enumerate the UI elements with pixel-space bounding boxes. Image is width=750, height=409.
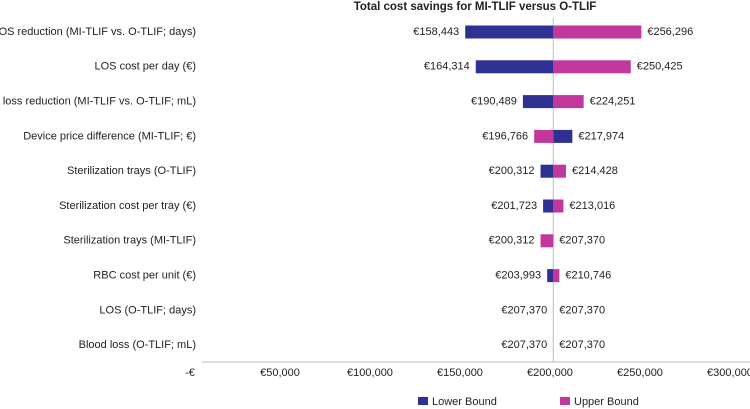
- legend-label: Lower Bound: [432, 396, 497, 408]
- category-label: LOS reduction (MI-TLIF vs. O-TLIF; days): [0, 26, 196, 38]
- bar: [553, 25, 642, 39]
- category-label: Sterilization trays (MI-TLIF): [63, 235, 196, 247]
- x-tick-label: €150,000: [437, 367, 483, 379]
- data-label: €158,443: [413, 26, 459, 38]
- bar: [553, 164, 566, 178]
- data-label: €203,993: [495, 270, 541, 282]
- data-label: €250,425: [637, 61, 683, 73]
- bar: [540, 234, 554, 248]
- bar: [553, 95, 584, 109]
- x-tick-label: €300,000: [707, 367, 750, 379]
- bar: [553, 129, 573, 143]
- category-label: RBC cost per unit (€): [93, 270, 196, 282]
- legend-label: Upper Bound: [574, 396, 639, 408]
- bar: [553, 60, 631, 74]
- category-label: Sterilization trays (O-TLIF): [67, 165, 196, 177]
- legend-swatch: [418, 397, 428, 405]
- data-label: €207,370: [559, 339, 605, 351]
- data-label: €196,766: [482, 130, 528, 142]
- legend-swatch: [560, 397, 570, 405]
- bar: [522, 95, 554, 109]
- data-label: €224,251: [590, 96, 636, 108]
- bar: [540, 164, 554, 178]
- bar: [543, 199, 554, 213]
- x-tick-label: €250,000: [617, 367, 663, 379]
- data-label: €217,974: [578, 130, 624, 142]
- category-label: Sterilization cost per tray (€): [59, 200, 196, 212]
- category-label: LOS (O-TLIF; days): [99, 304, 196, 316]
- bar: [547, 269, 554, 283]
- category-label: Blood loss reduction (MI-TLIF vs. O-TLIF…: [0, 96, 196, 108]
- data-label: €200,312: [489, 235, 535, 247]
- x-tick-label: -€: [185, 367, 195, 379]
- bar: [465, 25, 554, 39]
- data-label: €207,370: [559, 235, 605, 247]
- bar: [475, 60, 554, 74]
- data-label: €207,370: [559, 304, 605, 316]
- data-label: €164,314: [424, 61, 470, 73]
- data-label: €256,296: [647, 26, 693, 38]
- data-label: €200,312: [489, 165, 535, 177]
- bar: [553, 269, 560, 283]
- data-label: €207,370: [501, 339, 547, 351]
- category-label: LOS cost per day (€): [95, 61, 197, 73]
- data-label: €190,489: [471, 96, 517, 108]
- x-tick-label: €200,000: [527, 367, 573, 379]
- bar: [534, 129, 554, 143]
- data-label: €213,016: [569, 200, 615, 212]
- chart-title: Total cost savings for MI-TLIF versus O-…: [354, 1, 597, 13]
- x-tick-label: €100,000: [347, 367, 393, 379]
- bar: [553, 199, 564, 213]
- x-tick-label: €50,000: [260, 367, 300, 379]
- data-label: €214,428: [572, 165, 618, 177]
- category-label: Device price difference (MI-TLIF; €): [23, 130, 196, 142]
- data-label: €201,723: [491, 200, 537, 212]
- data-label: €207,370: [501, 304, 547, 316]
- data-label: €210,746: [565, 270, 611, 282]
- category-label: Blood loss (O-TLIF; mL): [79, 339, 196, 351]
